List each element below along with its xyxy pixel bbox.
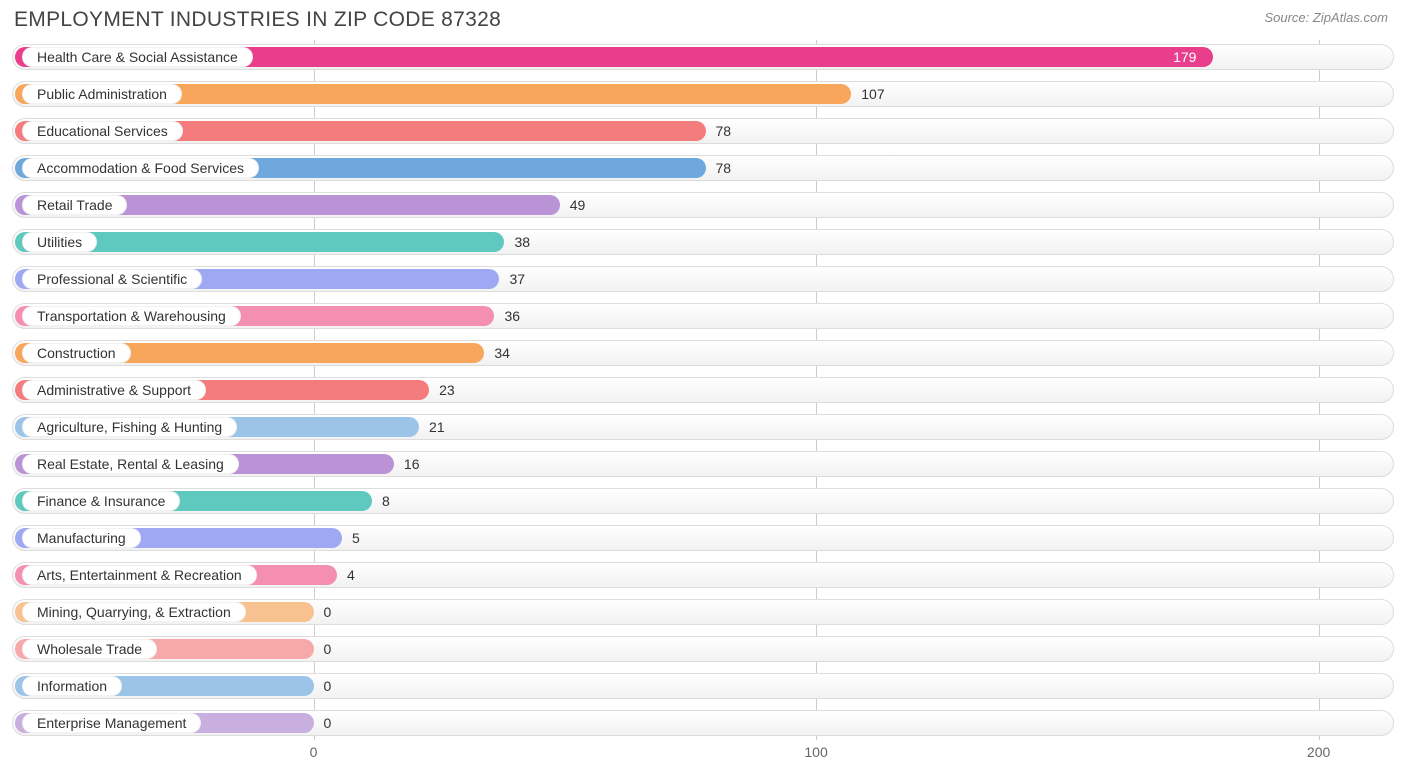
bar-value-label: 0 (324, 595, 332, 629)
bar-value-label: 78 (716, 114, 732, 148)
bar-row: Public Administration 107 (12, 77, 1394, 111)
bar-row: Health Care & Social Assistance 179 (12, 40, 1394, 74)
bar-category-pill: Utilities (22, 232, 97, 252)
bar-value-label: 0 (324, 706, 332, 740)
bar-row: Utilities 38 (12, 225, 1394, 259)
bar-category-pill: Public Administration (22, 84, 182, 104)
bar-row: Manufacturing 5 (12, 521, 1394, 555)
bar-value-label: 0 (324, 632, 332, 666)
bar-value-label: 23 (439, 373, 455, 407)
bar-value-label: 49 (570, 188, 586, 222)
bar-row: Information 0 (12, 669, 1394, 703)
bar-category-pill: Educational Services (22, 121, 183, 141)
bar-value-label: 78 (716, 151, 732, 185)
bar-category-pill: Manufacturing (22, 528, 141, 548)
bar-value-label: 36 (504, 299, 520, 333)
bar-row: Finance & Insurance 8 (12, 484, 1394, 518)
bar-row: Arts, Entertainment & Recreation 4 (12, 558, 1394, 592)
bar-value-label: 4 (347, 558, 355, 592)
bar-category-pill: Real Estate, Rental & Leasing (22, 454, 239, 474)
bar-value-label: 107 (861, 77, 884, 111)
bar-value-label: 34 (494, 336, 510, 370)
bar-value-label: 16 (404, 447, 420, 481)
bar-value-label: 8 (382, 484, 390, 518)
bar-row: Administrative & Support 23 (12, 373, 1394, 407)
bar-row: Enterprise Management 0 (12, 706, 1394, 740)
bar-row: Construction 34 (12, 336, 1394, 370)
x-tick-label: 200 (1307, 744, 1330, 760)
bars-layer: Health Care & Social Assistance 179 Public… (12, 40, 1394, 740)
bar-row: Retail Trade 49 (12, 188, 1394, 222)
bar-row: Professional & Scientific 37 (12, 262, 1394, 296)
chart-plot-area: Health Care & Social Assistance 179 Public… (12, 40, 1394, 740)
bar-row: Mining, Quarrying, & Extraction 0 (12, 595, 1394, 629)
bar-category-pill: Transportation & Warehousing (22, 306, 241, 326)
bar-row: Educational Services 78 (12, 114, 1394, 148)
bar-row: Transportation & Warehousing 36 (12, 299, 1394, 333)
bar-category-pill: Finance & Insurance (22, 491, 180, 511)
bar-category-pill: Retail Trade (22, 195, 127, 215)
bar-category-pill: Administrative & Support (22, 380, 206, 400)
bar-category-pill: Agriculture, Fishing & Hunting (22, 417, 237, 437)
bar-category-pill: Information (22, 676, 122, 696)
bar-value-label: 179 (1173, 40, 1196, 74)
bar-category-pill: Enterprise Management (22, 713, 201, 733)
bar-value-label: 0 (324, 669, 332, 703)
bar-value-label: 21 (429, 410, 445, 444)
bar-category-pill: Construction (22, 343, 131, 363)
bar-category-pill: Wholesale Trade (22, 639, 157, 659)
chart-title: EMPLOYMENT INDUSTRIES IN ZIP CODE 87328 (14, 8, 501, 32)
bar-row: Agriculture, Fishing & Hunting 21 (12, 410, 1394, 444)
bar-value-label: 37 (509, 262, 525, 296)
bar-category-pill: Accommodation & Food Services (22, 158, 259, 178)
bar-category-pill: Mining, Quarrying, & Extraction (22, 602, 246, 622)
bar-value-label: 38 (514, 225, 530, 259)
bar-row: Wholesale Trade 0 (12, 632, 1394, 666)
bar-category-pill: Arts, Entertainment & Recreation (22, 565, 257, 585)
x-tick-label: 0 (310, 744, 318, 760)
bar-value-label: 5 (352, 521, 360, 555)
chart-source: Source: ZipAtlas.com (1264, 8, 1388, 25)
x-axis: 0 100 200 (12, 740, 1394, 770)
bar-category-pill: Health Care & Social Assistance (22, 47, 253, 67)
bar-row: Real Estate, Rental & Leasing 16 (12, 447, 1394, 481)
bar-row: Accommodation & Food Services 78 (12, 151, 1394, 185)
bar-category-pill: Professional & Scientific (22, 269, 202, 289)
chart-header: EMPLOYMENT INDUSTRIES IN ZIP CODE 87328 … (0, 0, 1406, 36)
x-tick-label: 100 (804, 744, 827, 760)
